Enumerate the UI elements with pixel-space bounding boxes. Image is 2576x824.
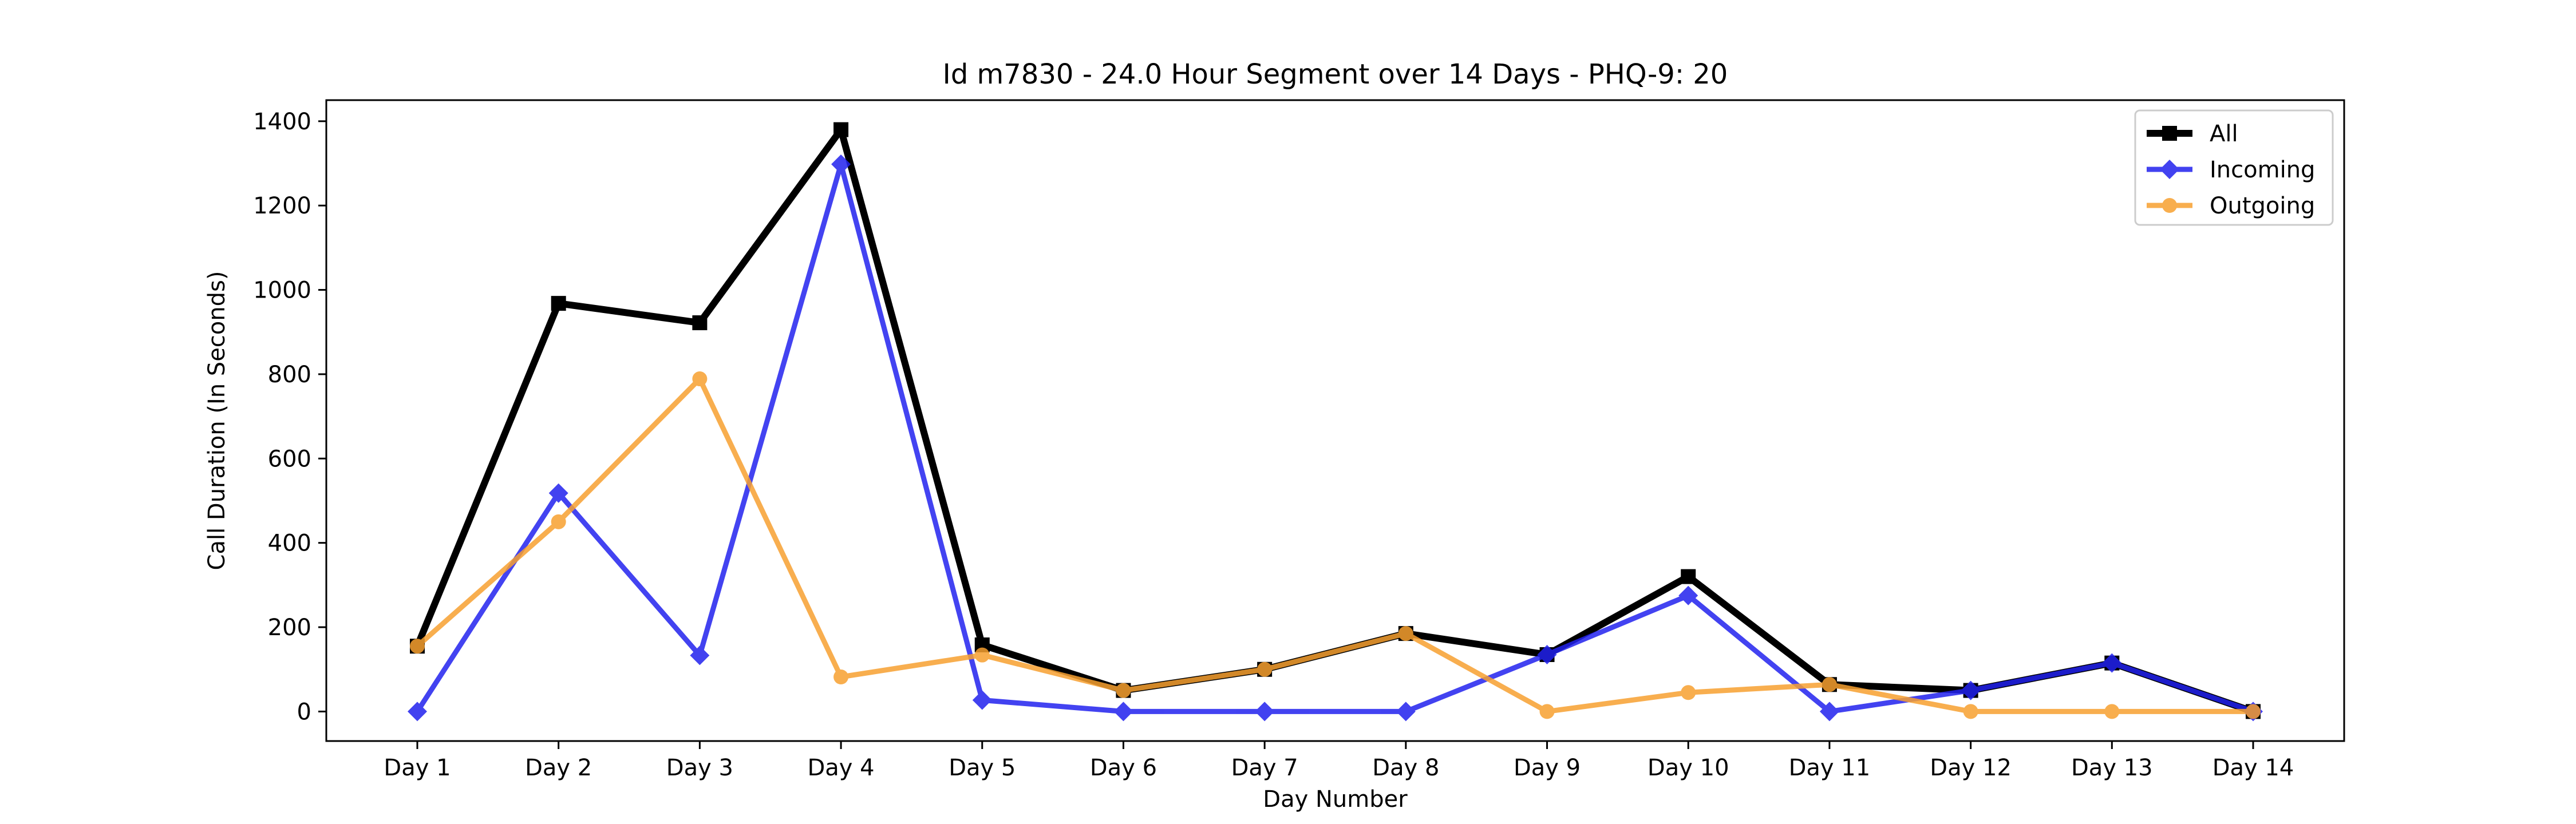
series-outgoing-line (416, 376, 2253, 714)
legend-frame (2134, 109, 2334, 226)
series-outgoing-point (551, 514, 566, 529)
series-outgoing-point (1539, 704, 1555, 719)
y-tick-label: 600 (268, 446, 311, 472)
legend-marker-all (2162, 126, 2177, 141)
series-all-point (1681, 569, 1696, 584)
series-outgoing-point (2246, 704, 2261, 719)
y-tick-label: 800 (268, 362, 311, 388)
series-outgoing-point (1681, 685, 1696, 700)
series-incoming-point (831, 154, 851, 174)
series-incoming-point (1113, 702, 1133, 722)
series-all-point (551, 296, 566, 311)
series-all-point (692, 315, 708, 331)
plot-area (325, 99, 2345, 742)
y-tick-label: 1200 (253, 193, 311, 219)
series-outgoing-point (974, 647, 990, 663)
y-axis: 0 200 400 600 800 1000 1200 1400 (253, 109, 326, 725)
series-all-point (833, 122, 849, 137)
series-outgoing-point (1116, 683, 1131, 698)
x-tick-label: Day 9 (1514, 755, 1581, 781)
series-outgoing-point (1398, 626, 1413, 641)
series-incoming-point (1537, 644, 1557, 664)
y-tick-label: 200 (268, 615, 311, 641)
y-tick-label: 1000 (253, 278, 311, 304)
series-layer (408, 122, 2263, 722)
legend-item-incoming (2147, 160, 2192, 179)
x-tick-label: Day 7 (1231, 755, 1298, 781)
x-tick-label: Day 10 (1647, 755, 1729, 781)
y-axis-label: Call Duration (In Seconds) (204, 271, 230, 571)
plot-frame (325, 99, 2345, 742)
series-incoming (408, 154, 2263, 722)
series-outgoing-point (2104, 704, 2120, 719)
x-axis: Day 1 Day 2 Day 3 Day 4 Day 5 Day 6 Day 7 Day 8… (384, 741, 2294, 781)
x-tick-label: Day 14 (2212, 755, 2294, 781)
series-outgoing-point (1822, 677, 1837, 692)
legend-label-all: All (2210, 121, 2238, 147)
series-incoming-point (2102, 653, 2122, 673)
legend-marker-outgoing (2162, 198, 2177, 213)
x-tick-label: Day 4 (807, 755, 874, 781)
series-incoming-point (690, 645, 710, 665)
legend: All Incoming Outgoing (2134, 109, 2334, 226)
series-incoming-line (415, 161, 2254, 714)
x-tick-label: Day 8 (1372, 755, 1439, 781)
series-outgoing-point (1257, 661, 1273, 677)
x-tick-label: Day 11 (1789, 755, 1871, 781)
series-incoming-point (1396, 702, 1416, 722)
x-tick-label: Day 3 (666, 755, 733, 781)
series-incoming-point (972, 690, 992, 710)
chart-title: Id m7830 - 24.0 Hour Segment over 14 Day… (943, 58, 1728, 90)
x-tick-label: Day 5 (949, 755, 1016, 781)
y-tick-label: 0 (297, 699, 311, 725)
series-incoming-point (1255, 702, 1275, 722)
legend-label-incoming: Incoming (2210, 157, 2315, 183)
x-tick-label: Day 6 (1090, 755, 1157, 781)
x-tick-label: Day 12 (1930, 755, 2012, 781)
legend-marker-incoming (2160, 160, 2179, 179)
series-incoming-point (408, 702, 427, 722)
series-incoming-point (1678, 585, 1698, 605)
x-tick-label: Day 2 (525, 755, 592, 781)
legend-item-outgoing (2147, 198, 2192, 213)
legend-label-outgoing: Outgoing (2210, 193, 2315, 219)
legend-item-all (2147, 126, 2192, 141)
series-incoming-point (1819, 702, 1839, 722)
y-tick-label: 1400 (253, 109, 311, 135)
series-incoming-point (1961, 680, 1981, 700)
series-outgoing-point (692, 371, 708, 387)
x-tick-label: Day 1 (384, 755, 451, 781)
x-axis-label: Day Number (1263, 786, 1408, 813)
series-outgoing-point (833, 670, 849, 684)
y-tick-label: 400 (268, 530, 311, 557)
x-tick-label: Day 13 (2071, 755, 2153, 781)
series-outgoing-point (410, 639, 425, 654)
series-outgoing-point (1963, 704, 1978, 719)
series-outgoing (410, 371, 2261, 719)
series-incoming-point (548, 483, 568, 503)
